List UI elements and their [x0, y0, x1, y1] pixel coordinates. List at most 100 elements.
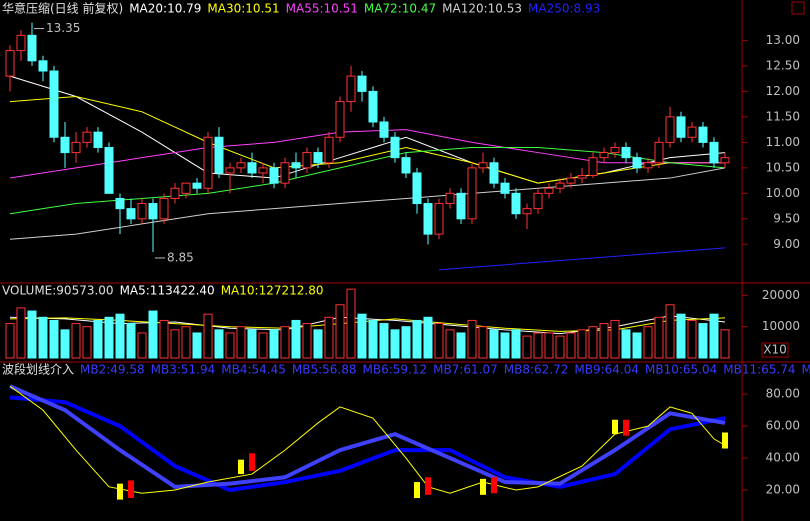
candle-body: [610, 146, 620, 154]
y-tick-label: 11.50: [766, 109, 800, 123]
y-tick-label: 80.00: [766, 387, 800, 401]
candle-body: [49, 70, 59, 138]
series-line: [9, 129, 725, 179]
header-label: MA5:113422.40: [120, 284, 215, 298]
volume-bar: [214, 329, 224, 359]
volume-bar: [522, 335, 532, 359]
candle-body: [302, 152, 312, 169]
volume-bar: [676, 313, 686, 359]
candle-body: [654, 141, 664, 164]
signal-bar: [425, 477, 431, 495]
volume-bar: [687, 319, 697, 359]
volume-bar: [82, 326, 92, 359]
candle-body: [126, 208, 136, 220]
volume-bar: [621, 329, 631, 359]
candle-body: [390, 136, 400, 159]
header-label: MB7:61.07: [433, 363, 498, 377]
volume-bar: [159, 319, 169, 359]
header-label: VOLUME:90573.00: [2, 284, 114, 298]
series-line: [9, 395, 726, 493]
header-label: MA20:10.79: [129, 2, 201, 16]
unit-box: [761, 342, 789, 358]
candle-body: [335, 101, 345, 138]
volume-bar: [126, 323, 136, 359]
signal-bar: [249, 453, 255, 471]
candle-body: [522, 208, 532, 215]
volume-bar: [148, 310, 158, 359]
volume-bar: [577, 329, 587, 359]
volume-bar: [511, 329, 521, 359]
candle-body: [665, 116, 675, 143]
candle-body: [599, 152, 609, 159]
signal-bar: [722, 432, 728, 449]
candle-body: [313, 152, 323, 164]
volume-bar: [467, 319, 477, 359]
signal-bar: [128, 480, 134, 499]
signal-bar: [117, 483, 123, 500]
volume-bar: [709, 313, 719, 359]
candle-body: [555, 182, 565, 189]
volume-bar: [93, 319, 103, 359]
candle-body: [82, 131, 92, 143]
volume-bar: [27, 310, 37, 359]
y-tick-label: 20.00: [766, 483, 800, 497]
volume-bar: [5, 323, 15, 359]
volume-bar: [698, 323, 708, 359]
y-tick-label: 13.00: [766, 33, 800, 47]
candle-body: [544, 187, 554, 194]
volume-bar: [280, 326, 290, 359]
volume-bar: [610, 319, 620, 359]
volume-bar: [60, 329, 70, 359]
candle-body: [709, 141, 719, 164]
y-tick-label: 10.50: [766, 160, 800, 174]
annotation: 13.35: [46, 21, 80, 35]
signal-bar: [238, 459, 244, 475]
candle-body: [621, 146, 631, 159]
candle-body: [676, 116, 686, 138]
volume-bar: [313, 329, 323, 359]
candle-body: [5, 50, 15, 77]
volume-bar: [225, 332, 235, 359]
volume-bar: [412, 319, 422, 359]
volume-bar: [269, 329, 279, 359]
y-tick-label: 12.00: [766, 84, 800, 98]
candle-body: [291, 162, 301, 169]
header-label: MB4:54.45: [221, 363, 286, 377]
volume-bar: [49, 319, 59, 359]
y-tick-label: 10.00: [766, 186, 800, 200]
header-label: MA55:10.51: [286, 2, 358, 16]
signal-bar: [623, 419, 629, 436]
candle-body: [379, 121, 389, 138]
volume-bar: [632, 332, 642, 359]
candle-body: [170, 187, 180, 199]
volume-bar: [71, 323, 81, 359]
signal-bar: [414, 482, 420, 499]
volume-bar: [335, 304, 345, 359]
candle-body: [104, 146, 114, 194]
candle-body: [181, 182, 191, 194]
header-label: 华意压缩(日线 前复权): [2, 1, 123, 16]
candle-body: [71, 141, 81, 154]
volume-bar: [357, 313, 367, 359]
volume-bar: [434, 323, 444, 359]
volume-bar: [236, 326, 246, 359]
candle-body: [698, 126, 708, 143]
volume-bar: [170, 329, 180, 359]
volume-bar: [544, 332, 554, 359]
y-tick-label: 60.00: [766, 419, 800, 433]
candle-body: [16, 34, 26, 52]
candle-body: [203, 136, 213, 189]
header-label: MB8:62.72: [504, 363, 569, 377]
volume-bar: [423, 316, 433, 359]
header-label: MB11:65.74: [723, 363, 795, 377]
y-tick-label: 40.00: [766, 451, 800, 465]
y-tick-label: 12.50: [766, 58, 800, 72]
header-label: MA10:127212.80: [221, 284, 324, 298]
candle-body: [500, 182, 510, 194]
volume-bar: [247, 329, 257, 359]
volume-bar: [401, 326, 411, 359]
header-label: MB6:59.12: [363, 363, 428, 377]
volume-bar: [456, 332, 466, 359]
